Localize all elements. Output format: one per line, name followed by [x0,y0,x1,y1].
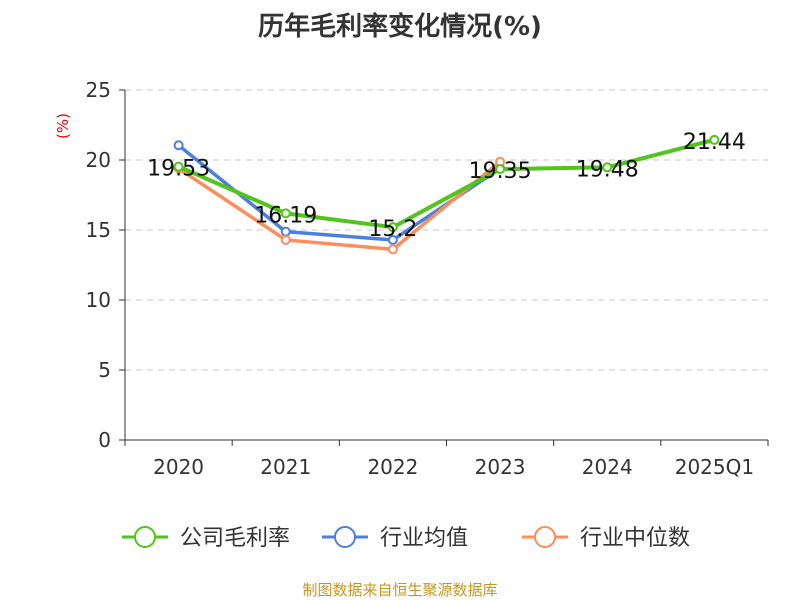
y-tick-label: 20 [86,148,111,172]
series-line-0 [177,137,715,230]
x-tick-label: 2020 [153,455,204,479]
x-tick-label: 2025Q1 [675,455,754,479]
y-tick-label: 25 [86,78,111,102]
data-point-2 [280,234,291,245]
x-tick-label: 2023 [475,455,526,479]
data-point-0 [602,162,613,173]
data-point-0 [173,161,184,172]
y-tick-label: 15 [86,218,111,242]
data-point-1 [173,140,184,151]
data-point-0 [495,164,506,175]
data-label: 16.19 [254,203,317,228]
series-line-2 [177,160,502,252]
y-tick-label: 0 [98,428,111,452]
data-point-0 [387,222,398,233]
legend-label: 公司毛利率 [180,526,290,551]
data-point-1 [387,234,398,245]
data-label: 19.48 [576,157,639,182]
x-tick-label: 2022 [367,455,418,479]
legend-label: 行业中位数 [580,526,690,551]
data-point-0 [280,208,291,219]
data-point-2 [387,244,398,255]
data-label: 19.53 [147,157,210,182]
x-tick-label: 2024 [582,455,633,479]
chart-title: 历年毛利率变化情况(%) [258,12,542,42]
legend-marker [534,526,556,548]
legend-label: 行业均值 [380,526,468,551]
data-label: 21.44 [683,130,746,155]
data-point-0 [709,134,720,145]
y-tick-label: 5 [98,358,111,382]
data-point-1 [280,226,291,237]
series-line-1 [177,143,502,242]
x-tick-label: 2021 [260,455,311,479]
source-note: 制图数据来自恒生聚源数据库 [302,581,498,599]
y-axis-label: (%) [54,113,72,139]
data-label: 19.35 [469,159,532,184]
data-label: 15.2 [368,217,417,242]
y-tick-label: 10 [86,288,111,312]
legend-marker [334,526,356,548]
legend-marker [134,526,156,548]
